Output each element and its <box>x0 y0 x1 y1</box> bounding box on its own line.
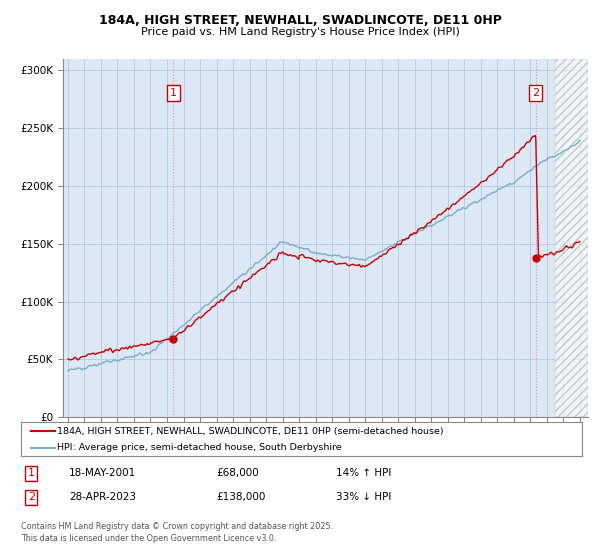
Text: 28-APR-2023: 28-APR-2023 <box>69 492 136 502</box>
Text: HPI: Average price, semi-detached house, South Derbyshire: HPI: Average price, semi-detached house,… <box>58 443 342 452</box>
Text: Contains HM Land Registry data © Crown copyright and database right 2025.
This d: Contains HM Land Registry data © Crown c… <box>21 522 333 543</box>
Text: 2: 2 <box>28 492 35 502</box>
Text: 14% ↑ HPI: 14% ↑ HPI <box>336 468 391 478</box>
Text: £138,000: £138,000 <box>216 492 265 502</box>
Text: 184A, HIGH STREET, NEWHALL, SWADLINCOTE, DE11 0HP (semi-detached house): 184A, HIGH STREET, NEWHALL, SWADLINCOTE,… <box>58 427 444 436</box>
Text: 2: 2 <box>532 88 539 98</box>
Text: £68,000: £68,000 <box>216 468 259 478</box>
Text: Price paid vs. HM Land Registry's House Price Index (HPI): Price paid vs. HM Land Registry's House … <box>140 27 460 37</box>
Text: 1: 1 <box>28 468 35 478</box>
Text: 18-MAY-2001: 18-MAY-2001 <box>69 468 136 478</box>
Text: 1: 1 <box>170 88 177 98</box>
Text: 184A, HIGH STREET, NEWHALL, SWADLINCOTE, DE11 0HP: 184A, HIGH STREET, NEWHALL, SWADLINCOTE,… <box>98 14 502 27</box>
Text: 33% ↓ HPI: 33% ↓ HPI <box>336 492 391 502</box>
